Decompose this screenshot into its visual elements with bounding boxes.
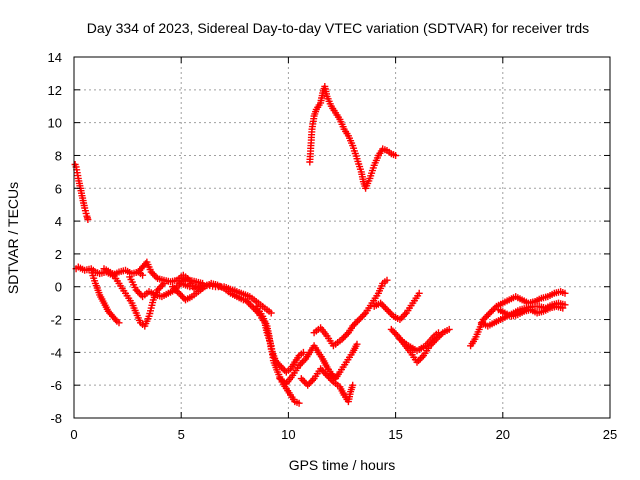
- plus-marks: [495, 302, 567, 320]
- plus-marks: [306, 83, 400, 192]
- x-tick-label: 5: [178, 427, 185, 442]
- plus-marks: [276, 340, 361, 387]
- x-tick-label: 20: [496, 427, 510, 442]
- series-arc-descent-2: [252, 302, 307, 376]
- y-tick-label: 2: [55, 247, 62, 262]
- x-axis-label: GPS time / hours: [289, 457, 396, 473]
- y-tick-label: 10: [48, 116, 62, 131]
- plus-marks: [387, 325, 453, 366]
- y-tick-label: -2: [50, 313, 62, 328]
- series-arc-mid-e: [177, 279, 275, 317]
- series-arc-late-3: [495, 302, 567, 320]
- plus-marks: [310, 276, 391, 350]
- y-tick-label: 0: [55, 280, 62, 295]
- y-tick-label: -8: [50, 411, 62, 426]
- plus-marks: [297, 365, 357, 406]
- series-arc-trough: [276, 340, 361, 387]
- series-arc-after-3: [396, 329, 442, 355]
- plus-marks: [252, 302, 307, 376]
- series-arc-after-1: [370, 289, 423, 323]
- series-arc-early-high: [71, 161, 92, 223]
- y-tick-label: 12: [48, 83, 62, 98]
- grid: [74, 57, 610, 418]
- series-arc-late-1: [467, 288, 569, 350]
- x-tick-label: 0: [70, 427, 77, 442]
- plus-marks: [370, 289, 423, 323]
- plus-marks: [71, 161, 92, 223]
- series-arc-rise: [310, 276, 391, 350]
- plus-marks: [467, 288, 569, 350]
- y-tick-label: -4: [50, 345, 62, 360]
- y-tick-label: 4: [55, 214, 62, 229]
- plus-marks: [177, 279, 275, 317]
- series-arc-early-drop: [87, 266, 123, 327]
- y-tick-label: 6: [55, 181, 62, 196]
- y-tick-label: -6: [50, 378, 62, 393]
- data-marks: [71, 83, 569, 407]
- chart-title: Day 334 of 2023, Sidereal Day-to-day VTE…: [87, 20, 589, 36]
- series-arc-mid-a: [100, 265, 168, 330]
- x-tick-label: 25: [603, 427, 617, 442]
- plus-marks: [87, 266, 123, 327]
- series-arc-mid-c: [134, 258, 207, 287]
- plot-frame: [73, 56, 611, 419]
- x-tick-labels: 0 5 10 15 20 25: [70, 427, 617, 442]
- series-arc-after-2: [387, 325, 453, 366]
- y-tick-labels: -8 -6 -4 -2 0 2 4 6 8 10 12 14: [48, 50, 62, 426]
- plus-marks: [396, 329, 442, 355]
- y-tick-label: 8: [55, 148, 62, 163]
- series-arc-trough-low: [297, 365, 357, 406]
- x-tick-label: 10: [281, 427, 295, 442]
- plus-marks: [134, 258, 207, 287]
- plus-marks: [100, 265, 168, 330]
- y-tick-label: 14: [48, 50, 62, 65]
- series-arc-high-peak: [306, 83, 400, 192]
- y-axis-label: SDTVAR / TECUs: [5, 182, 21, 294]
- axis-ticks: [73, 56, 611, 419]
- x-tick-label: 15: [388, 427, 402, 442]
